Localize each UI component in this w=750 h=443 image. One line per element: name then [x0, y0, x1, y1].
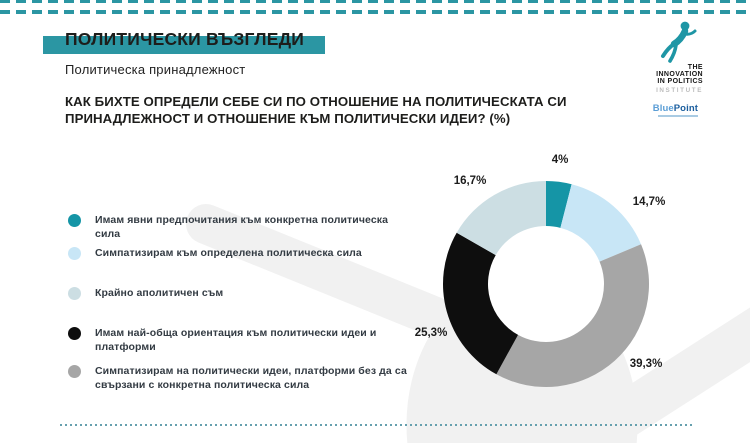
legend-dot: [68, 287, 81, 300]
donut-slice-2: [560, 184, 642, 262]
legend-label: Имам най-обща ориентация към политически…: [95, 327, 377, 353]
innovation-institute-logo-icon: [661, 21, 697, 63]
legend-item: Симпатизирам към определена политическа …: [68, 247, 362, 261]
page-title: ПОЛИТИЧЕСКИ ВЪЗГЛЕДИ: [65, 29, 305, 49]
bluepoint-tagline-rule: [658, 115, 698, 117]
donut-slice-4: [443, 232, 519, 375]
legend-label: Имам явни предпочитания към конкретна по…: [95, 214, 389, 240]
legend-label: Симпатизирам към определена политическа …: [95, 247, 362, 259]
legend-item: Имам явни предпочитания към конкретна по…: [68, 214, 415, 241]
donut-hole: [486, 224, 606, 344]
top-dashed-rule: [0, 10, 750, 14]
donut-slice-1: [546, 181, 572, 228]
survey-question-line2: ПРИНАДЛЕЖНОСТ И ОТНОШЕНИЕ КЪМ ПОЛИТИЧЕСК…: [65, 111, 511, 126]
donut-slice-value-label: 4%: [552, 154, 569, 166]
legend-dot: [68, 247, 81, 260]
donut-slice-value-label: 39,3%: [630, 358, 663, 370]
bluepoint-logo-part1: Blue: [652, 103, 674, 114]
org-name: THE INNOVATION IN POLITICS INSTITUTE: [656, 64, 703, 94]
page-subtitle: Политическа принадлежност: [65, 62, 246, 77]
bluepoint-logo-part2: Point: [673, 103, 698, 114]
watermark-right-arm: [602, 307, 750, 438]
donut-slice-3: [496, 244, 650, 388]
survey-question-line1: КАК БИХТЕ ОПРЕДЕЛИ СЕБЕ СИ ПО ОТНОШЕНИЕ …: [65, 94, 567, 109]
org-name-sub: INSTITUTE: [656, 86, 703, 94]
watermark-left-arm: [186, 204, 475, 345]
legend-item: Симпатизирам на политически идеи, платфо…: [68, 365, 415, 392]
legend-dot: [68, 327, 81, 340]
org-name-line3: IN POLITICS: [657, 78, 703, 86]
donut-slice-value-label: 16,7%: [454, 175, 487, 187]
legend-item: Имам най-обща ориентация към политически…: [68, 327, 415, 354]
bluepoint-logo: BluePoint: [653, 103, 698, 114]
donut-slice-value-label: 14,7%: [633, 196, 666, 208]
org-name-line2: INNOVATION: [656, 71, 703, 79]
legend-dot: [68, 365, 81, 378]
title-highlight-bar: [43, 36, 325, 54]
legend-label: Крайно аполитичен съм: [95, 287, 224, 299]
legend-label: Симпатизирам на политически идеи, платфо…: [95, 365, 407, 391]
top-dashed-rule-clipped: [0, 0, 750, 3]
org-name-line1: THE: [687, 64, 703, 71]
bottom-dotted-rule: [60, 424, 692, 426]
legend-dot: [68, 214, 81, 227]
legend-item: Крайно аполитичен съм: [68, 287, 223, 301]
donut-slice-5: [456, 181, 546, 256]
survey-question: КАК БИХТЕ ОПРЕДЕЛИ СЕБЕ СИ ПО ОТНОШЕНИЕ …: [65, 93, 567, 127]
donut-slice-value-label: 25,3%: [415, 327, 448, 339]
